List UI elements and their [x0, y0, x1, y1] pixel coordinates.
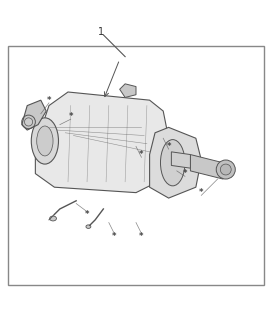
- Ellipse shape: [50, 216, 57, 221]
- Ellipse shape: [160, 140, 185, 186]
- Polygon shape: [150, 127, 201, 198]
- Text: *: *: [85, 210, 89, 219]
- Text: *: *: [166, 142, 171, 151]
- Polygon shape: [190, 155, 223, 179]
- Ellipse shape: [37, 126, 53, 156]
- Ellipse shape: [86, 225, 91, 228]
- Text: *: *: [183, 169, 187, 178]
- Text: 1: 1: [98, 27, 104, 37]
- Polygon shape: [35, 92, 169, 193]
- Polygon shape: [171, 152, 190, 168]
- Text: *: *: [47, 96, 51, 105]
- Text: *: *: [112, 232, 116, 241]
- Text: *: *: [199, 188, 203, 197]
- Text: *: *: [139, 232, 144, 241]
- Ellipse shape: [31, 118, 58, 164]
- Text: *: *: [139, 150, 144, 159]
- Circle shape: [24, 118, 33, 126]
- Circle shape: [220, 164, 231, 175]
- Text: *: *: [69, 112, 73, 121]
- Polygon shape: [120, 84, 136, 97]
- Polygon shape: [22, 100, 46, 130]
- Circle shape: [216, 160, 235, 179]
